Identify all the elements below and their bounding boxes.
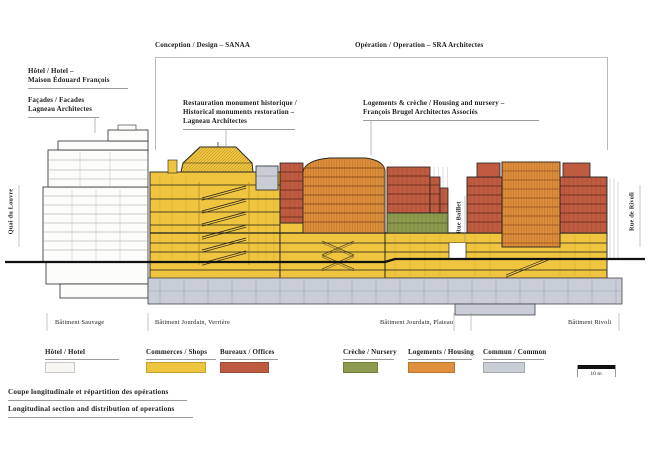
building-sauvage-floorlines (43, 152, 148, 260)
callout-housing-line2: François Brugel Architectes Associés (363, 108, 478, 116)
street-label-rue-baillet: Rue Baillet (455, 201, 463, 234)
escalators-plateau (321, 240, 355, 272)
caption-english-rule (8, 417, 193, 418)
street-reference-lines (18, 185, 641, 247)
scale-bar-tick-right (614, 365, 616, 377)
legend-label-hotel: Hôtel / Hotel (45, 348, 86, 356)
nursery-green-block (386, 212, 449, 234)
scale-bar-label: 10 m (590, 371, 602, 377)
street-label-quai-du-louvre: Quai du Louvre (7, 188, 15, 235)
shops-yellow-volumes (149, 159, 608, 284)
rue-baillet-void (448, 243, 467, 259)
scale-bar-rule (577, 365, 615, 369)
verriere-gable-roof (180, 142, 254, 173)
escalators-verriere (198, 182, 250, 266)
callout-hotel-line1: Hôtel / Hotel – (28, 67, 74, 75)
street-label-rue-de-rivoli: Rue de Rivoli (628, 192, 636, 231)
building-label-jourdain-plateau: Bâtiment Jourdain, Plateau (380, 319, 454, 326)
common-basement (147, 277, 623, 316)
rivoli-scaffold-lines (609, 178, 619, 259)
annotation-lines (94, 57, 608, 155)
housing-orange-block (302, 157, 386, 234)
callout-facades-rule (28, 117, 99, 118)
escalator-rivoli (505, 257, 549, 278)
legend-swatch-offices (220, 362, 269, 373)
callout-hotel: Hôtel / Hotel – Maison Édouard François (28, 67, 110, 85)
legend-label-offices: Bureaux / Offices (220, 348, 275, 356)
legend-rule-housing (408, 359, 472, 360)
rivoli-housing-core (501, 161, 561, 248)
building-extent-ticks (46, 313, 620, 331)
building-label-rivoli: Bâtiment Rivoli (568, 319, 612, 326)
callout-hotel-line2: Maison Édouard François (28, 76, 110, 84)
offices-stepped-block (386, 166, 449, 214)
legend-swatch-nursery (343, 362, 378, 373)
callout-restauration-line2: Historical monuments restoration – (183, 108, 295, 116)
callout-restauration: Restauration monument historique / Histo… (183, 99, 297, 126)
callout-restauration-rule (183, 129, 295, 130)
legend-rule-offices (220, 359, 278, 360)
legend-label-common: Commun / Common (483, 348, 547, 356)
callout-restauration-line1: Restauration monument historique / (183, 99, 297, 107)
callout-hotel-rule (28, 88, 128, 89)
legend-rule-shops (146, 359, 216, 360)
operation-label: Opération / Operation – SRA Architectes (355, 41, 484, 49)
building-sauvage-hotel (42, 124, 149, 299)
legend-rule-hotel (45, 359, 119, 360)
scale-bar-tick-left (577, 365, 578, 377)
caption-french-rule (8, 400, 187, 401)
legend-swatch-hotel (45, 362, 75, 373)
legend-swatch-shops (146, 362, 206, 373)
common-gray-block (255, 165, 279, 191)
conception-design-label: Conception / Design – SANAA (155, 41, 251, 49)
callout-restauration-line3: Lagneau Architectes (183, 117, 247, 125)
callout-facades-line2: Lagneau Architectes (28, 105, 92, 113)
callout-housing-line1: Logements & crèche / Housing and nursery… (363, 99, 505, 107)
legend-swatch-common (483, 362, 525, 373)
caption-french: Coupe longitudinale et répartition des o… (8, 388, 169, 396)
callout-facades: Façades / Facades Lagneau Architectes (28, 96, 92, 114)
ground-line (5, 257, 645, 264)
callout-housing: Logements & crèche / Housing and nursery… (363, 99, 504, 117)
shops-columns (159, 176, 591, 276)
legend-rule-nursery (343, 359, 394, 360)
building-label-sauvage: Bâtiment Sauvage (55, 319, 105, 326)
legend-swatch-housing (408, 362, 455, 373)
building-label-jourdain-verriere: Bâtiment Jourdain, Verrière (155, 319, 231, 326)
caption-english: Longitudinal section and distribution of… (8, 405, 175, 413)
legend-rule-common (483, 359, 544, 360)
callout-housing-rule (363, 120, 539, 121)
callout-facades-line1: Façades / Facades (28, 96, 85, 104)
legend-label-nursery: Crèche / Nursery (343, 348, 397, 356)
offices-mid-block (279, 162, 304, 224)
legend-label-housing: Logements / Housing (408, 348, 474, 356)
legend-label-shops: Commerces / Shops (146, 348, 208, 356)
